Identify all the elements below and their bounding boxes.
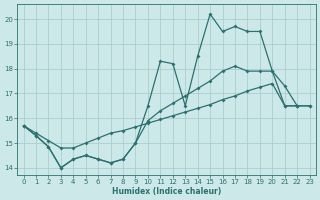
X-axis label: Humidex (Indice chaleur): Humidex (Indice chaleur) bbox=[112, 187, 221, 196]
